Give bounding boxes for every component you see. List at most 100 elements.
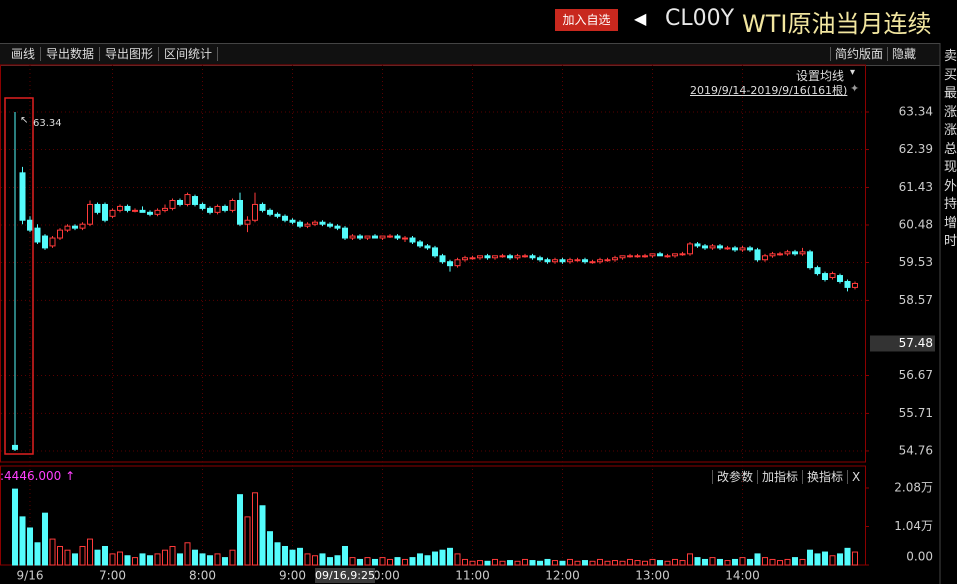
volume-button[interactable]: 改参数 [712,470,758,484]
volume-bar [184,542,191,566]
candle-body [199,203,206,209]
volume-bar [162,549,168,566]
toolbar-item[interactable]: 隐藏 [887,47,921,61]
volume-bar [589,560,596,566]
candle-body [327,223,333,227]
volume-bar [304,553,311,566]
volume-bar [492,558,498,566]
volume-bar [424,555,431,566]
candle-body [207,207,213,213]
volume-bar [649,558,656,566]
candle-body [844,280,851,288]
volume-bar [387,558,393,566]
candle-body [754,249,761,261]
candle-body [484,255,491,259]
volume-bar [282,545,288,566]
candle-body [724,247,731,250]
candle-body [672,253,678,257]
volume-bar [784,558,791,566]
candle-body [124,205,131,211]
candle-body [132,209,138,212]
x-tick-label: 12:00 [545,569,580,583]
volume-bar [207,555,213,566]
cursor-box [315,568,375,583]
volume-bar [274,542,281,566]
volume-button[interactable]: 加指标 [757,470,803,484]
candle-body [627,255,633,258]
toolbar-right: 简约版面 隐藏 [830,45,921,62]
volume-bar [477,560,483,566]
candle-body [297,221,303,227]
volume-bar [597,558,603,566]
volume-bar [27,527,33,566]
candle-body [169,199,176,209]
candle-body [214,205,221,213]
back-arrow[interactable]: ◀ [634,9,647,28]
pin-icon[interactable]: ✦ [850,82,860,95]
volume-bar [319,553,326,566]
candle-body [349,235,356,239]
y-tick-label: 59.53 [899,255,933,269]
x-tick-label: 7:00 [99,569,126,583]
volume-bar [289,549,296,566]
candle-body [79,223,86,229]
candle-body [402,237,408,240]
x-tick-label: 10:00 [365,569,400,583]
volume-bar [72,553,78,566]
volume-tick-label: 0.00 [906,550,933,564]
x-tick-label: 13:00 [635,569,670,583]
volume-bar [19,516,26,566]
volume-bar [49,538,56,566]
volume-bar [432,551,438,566]
volume-bar [814,553,821,566]
volume-bar [454,553,461,566]
candle-body [634,255,641,258]
add-watchlist[interactable]: 加入自选 [555,9,618,31]
candle-body [852,282,858,288]
y-tick-label: 56.67 [899,368,933,382]
toolbar-item[interactable]: 画线 [6,47,42,61]
candle-body [777,253,783,256]
candle-body [814,267,821,275]
candle-body [477,255,483,259]
high-arrow: ↖ [20,115,28,126]
top-bar [0,0,957,42]
candle-body [747,247,753,251]
date-range[interactable]: 2019/9/14-2019/9/16(161根) [690,84,848,97]
volume-bar [222,557,228,566]
volume-bar [709,557,716,566]
side-label: 涨 [944,104,957,120]
candle-body [619,255,626,259]
candle-body [109,209,116,217]
toolbar-item[interactable]: 导出图形 [100,47,160,61]
ma-dropdown[interactable]: ▾ [850,67,856,78]
volume-button[interactable]: 换指标 [802,470,848,484]
x-tick-label: 9/16 [17,569,44,583]
candle-body [64,225,71,231]
toolbar-item[interactable]: 简约版面 [830,47,888,61]
volume-bar [747,558,753,566]
volume-bar [12,488,18,566]
volume-bar [777,560,783,566]
side-label: 卖 [944,49,957,64]
volume-bar [109,553,116,566]
candle-body [102,203,108,221]
toolbar-item[interactable]: 区间统计 [159,47,219,61]
volume-bar [132,557,138,566]
y-tick-label: 62.39 [899,142,933,156]
volume-button[interactable]: X [847,470,865,484]
candle-body [87,203,93,225]
candle-body [807,251,813,269]
y-tick-label: 61.43 [899,180,933,194]
candle-body [529,255,536,259]
volume-bar [357,558,363,566]
volume-bar [394,557,401,566]
candle-body [537,257,543,261]
candle-body [469,257,476,260]
toolbar-item[interactable]: 导出数据 [41,47,101,61]
volume-bar [34,542,41,566]
high-annotation: 63.34 [33,118,62,129]
volume-bar [327,557,333,566]
y-tick-label: 58.57 [899,293,933,307]
